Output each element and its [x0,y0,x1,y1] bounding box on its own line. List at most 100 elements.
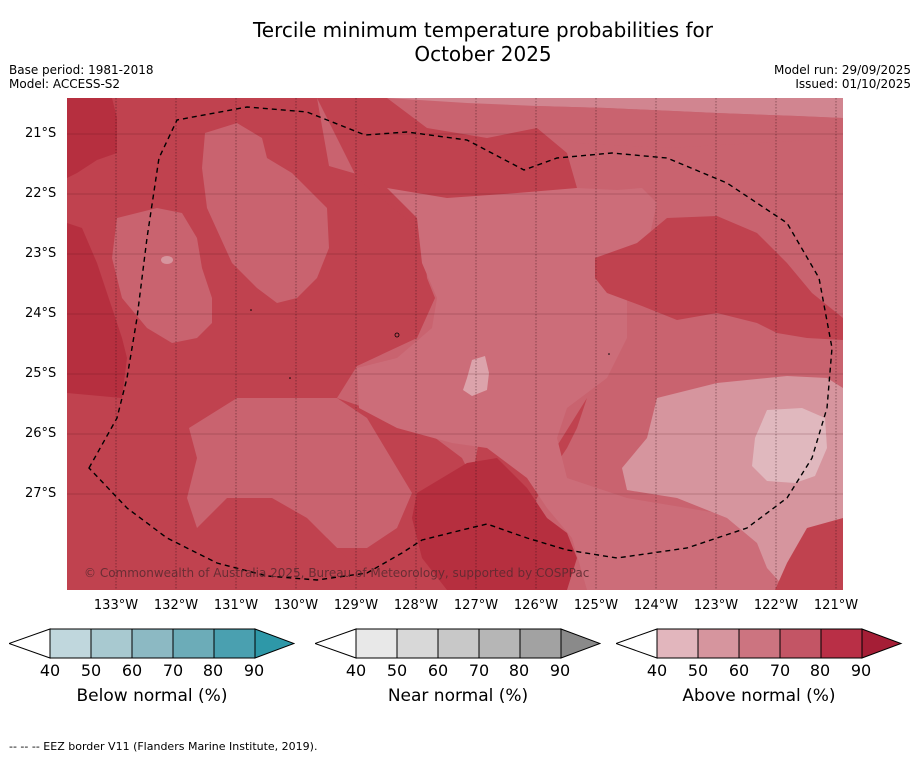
legend-above-title: Above normal (%) [682,686,836,706]
region-top-50 [387,98,843,118]
island-dot-1 [250,309,252,311]
island-dot-2 [289,377,291,379]
legend-above-tick-80: 80 [809,661,831,680]
eez-footnote: -- -- -- EEZ border V11 (Flanders Marine… [9,740,318,753]
region-west-islet [161,256,173,264]
legend-near-bar [313,628,602,659]
region-se-80 [775,518,843,590]
lon-label-131: 131°W [213,598,259,613]
lon-label-125: 125°W [573,598,619,613]
legend-below-swatch-80 [213,628,256,659]
region-sw-60 [187,398,412,548]
lat-label-25: 25°S [25,366,57,381]
legend-above-swatch-40 [656,628,699,659]
legend-above-swatch-50 [697,628,740,659]
lat-label-27: 27°S [25,486,57,501]
legend-near-swatch-40 [355,628,398,659]
legend-near [313,628,602,664]
issued-date: Issued: 01/10/2025 [795,77,911,91]
lon-label-121: 121°W [813,598,859,613]
legend-above-swatch-60 [738,628,781,659]
legend-near-tick-40: 40 [345,661,367,680]
legend-near-swatch-60 [437,628,480,659]
legend-below-bar [7,628,296,659]
legend-above-tick-70: 70 [769,661,791,680]
legend-near-swatch-80 [519,628,562,659]
region-top-60 [537,106,843,148]
lon-label-128: 128°W [393,598,439,613]
legend-above-bar [614,628,903,659]
island-mark [394,332,400,338]
legend-near-swatch-50 [396,628,439,659]
legend-below [7,628,296,664]
lat-label-21: 21°S [25,126,57,141]
region-north-70 [317,98,577,268]
legend-above-arrow-high [861,628,903,659]
legend-below-swatch-70 [172,628,215,659]
title-line-2: October 2025 [414,42,552,66]
grid [67,133,843,495]
legend-below-swatch-50 [90,628,133,659]
legend-above-swatch-80 [820,628,863,659]
region-east-70 [595,216,843,340]
lon-label-122: 122°W [753,598,799,613]
legend-near-tick-90: 90 [549,661,571,680]
meta-left: Base period: 1981-2018 Model: ACCESS-S2 [9,63,154,91]
map-title: Tercile minimum temperature probabilitie… [0,18,919,66]
lat-label-22: 22°S [25,186,57,201]
legend-below-tick-60: 60 [121,661,143,680]
lat-label-26: 26°S [25,426,57,441]
grid-lon [115,98,837,590]
lon-label-124: 124°W [633,598,679,613]
legend-below-tick-40: 40 [39,661,61,680]
lon-label-126: 126°W [513,598,559,613]
region-west-60a [202,123,329,303]
model-name: Model: ACCESS-S2 [9,77,121,91]
lon-label-129: 129°W [333,598,379,613]
legend-above [614,628,903,664]
region-west-90b [67,223,127,398]
legend-below-arrow-low [7,628,51,659]
legend-near-tick-80: 80 [508,661,530,680]
legend-near-tick-70: 70 [468,661,490,680]
legend-above-tick-40: 40 [646,661,668,680]
region-west-90a [67,98,117,178]
map-svg [67,98,843,590]
legend-near-title: Near normal (%) [387,686,529,706]
legend-below-tick-90: 90 [243,661,265,680]
region-central-40 [463,356,489,396]
legend-above-swatch-70 [779,628,822,659]
legend-above-tick-60: 60 [728,661,750,680]
legend-below-title: Below normal (%) [76,686,228,706]
legend-below-tick-50: 50 [80,661,102,680]
legend-near-arrow-low [313,628,357,659]
legend-below-swatch-60 [131,628,174,659]
model-run: Model run: 29/09/2025 [773,63,911,77]
eez-border [88,106,833,581]
lon-label-123: 123°W [693,598,739,613]
region-central-50 [357,188,843,590]
lon-label-127: 127°W [453,598,499,613]
island-dot-3 [608,353,610,355]
copyright-notice: © Commonwealth of Australia 2025, Bureau… [84,566,590,580]
legend-below-arrow-high [254,628,296,659]
region-se-40 [752,408,827,483]
meta-right: Model run: 29/09/2025 Issued: 01/10/2025 [774,63,911,91]
lat-label-24: 24°S [25,306,57,321]
legend-above-tick-50: 50 [687,661,709,680]
legend-below-tick-70: 70 [162,661,184,680]
legend-below-swatch-40 [49,628,92,659]
region-west-60b [112,208,212,343]
lat-label-23: 23°S [25,246,57,261]
legend-near-tick-60: 60 [427,661,449,680]
legend-near-swatch-70 [478,628,521,659]
lon-label-130: 130°W [273,598,319,613]
probability-map [67,98,843,590]
legend-below-tick-80: 80 [202,661,224,680]
legend-near-tick-50: 50 [386,661,408,680]
legend-above-tick-90: 90 [850,661,872,680]
title-line-1: Tercile minimum temperature probabilitie… [252,18,714,42]
lon-label-133: 133°W [93,598,139,613]
base-period: Base period: 1981-2018 [9,63,154,77]
lon-label-132: 132°W [153,598,199,613]
